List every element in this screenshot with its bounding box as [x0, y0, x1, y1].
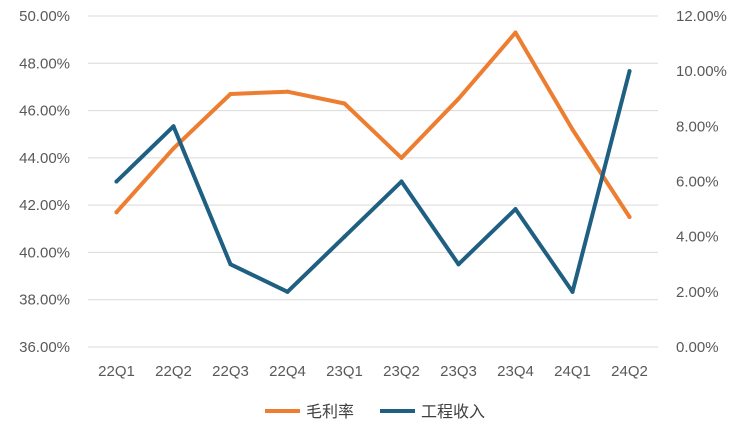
x-tick-label: 24Q2	[611, 363, 648, 380]
series-lines	[114, 30, 632, 294]
right-tick-label: 2.00%	[676, 284, 719, 301]
gross-margin-point	[342, 101, 347, 106]
x-tick-label: 22Q4	[269, 363, 306, 380]
x-tick-label: 24Q1	[554, 363, 591, 380]
right-tick-label: 12.00%	[676, 8, 727, 25]
left-tick-label: 42.00%	[19, 197, 70, 214]
engineering-revenue-point	[570, 289, 575, 294]
x-tick-label: 23Q4	[497, 363, 534, 380]
right-tick-label: 6.00%	[676, 174, 719, 191]
right-axis: 0.00% 2.00% 4.00% 6.00% 8.00% 10.00% 12.00%	[676, 8, 727, 356]
gross-margin-point	[114, 210, 119, 215]
right-tick-label: 10.00%	[676, 63, 727, 80]
x-tick-label: 23Q3	[440, 363, 477, 380]
engineering-revenue-point	[228, 262, 233, 267]
gross-margin-point	[399, 155, 404, 160]
engineering-revenue-point	[513, 207, 518, 212]
gross-margin-point	[285, 89, 290, 94]
series-line-gross-margin	[114, 30, 632, 219]
left-tick-label: 44.00%	[19, 150, 70, 167]
gross-margin-point	[570, 127, 575, 132]
series-line-engineering-revenue	[114, 69, 632, 294]
left-tick-label: 50.00%	[19, 8, 70, 25]
legend: 毛利率 工程收入	[265, 402, 485, 421]
engineering-revenue-point	[171, 124, 176, 129]
gross-margin-point	[627, 214, 632, 219]
legend-label-engineering-revenue: 工程收入	[421, 402, 485, 421]
x-tick-label: 23Q1	[326, 363, 363, 380]
engineering-revenue-point	[399, 179, 404, 184]
x-tick-label: 22Q2	[155, 363, 192, 380]
left-tick-label: 46.00%	[19, 103, 70, 120]
legend-label-gross-margin: 毛利率	[306, 402, 354, 421]
left-tick-label: 40.00%	[19, 244, 70, 261]
gross-margin-point	[171, 146, 176, 151]
engineering-revenue-point	[627, 69, 632, 74]
left-tick-label: 38.00%	[19, 292, 70, 309]
gross-margin-point	[513, 30, 518, 35]
left-tick-label: 36.00%	[19, 339, 70, 356]
left-axis: 36.00% 38.00% 40.00% 42.00% 44.00% 46.00% 48.0…	[19, 8, 70, 356]
engineering-revenue-point	[456, 262, 461, 267]
gross-margin-point	[228, 92, 233, 97]
x-tick-label: 23Q2	[383, 363, 420, 380]
x-tick-label: 22Q1	[98, 363, 135, 380]
engineering-revenue-point	[342, 234, 347, 239]
gross-margin-point	[456, 96, 461, 101]
right-tick-label: 0.00%	[676, 339, 719, 356]
right-tick-label: 4.00%	[676, 229, 719, 246]
engineering-revenue-point	[114, 179, 119, 184]
x-tick-label: 22Q3	[212, 363, 249, 380]
x-axis: 22Q1 22Q2 22Q3 22Q4 23Q1 23Q2 23Q3 23Q4 24Q1 24Q2	[98, 363, 648, 380]
gridlines	[88, 15, 658, 348]
left-tick-label: 48.00%	[19, 55, 70, 72]
right-tick-label: 8.00%	[676, 118, 719, 135]
engineering-revenue-point	[285, 289, 290, 294]
